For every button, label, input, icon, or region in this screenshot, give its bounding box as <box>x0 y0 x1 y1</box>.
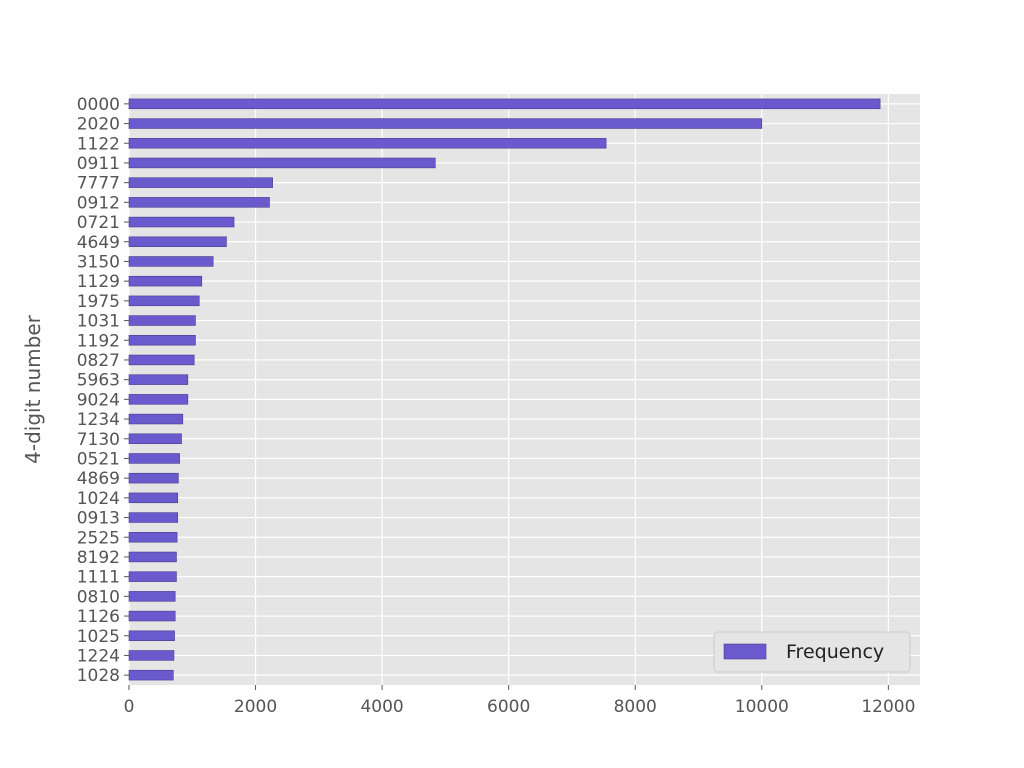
bar-4649 <box>128 236 227 247</box>
bar-1024 <box>128 492 179 504</box>
bar-9024 <box>128 394 189 405</box>
bar-5963 <box>128 374 189 385</box>
y-tick-label: 0911 <box>77 154 120 174</box>
bar-1126 <box>128 610 176 622</box>
legend-box <box>713 631 911 673</box>
y-tick-label: 0913 <box>77 509 120 529</box>
bar-1031 <box>128 315 196 326</box>
bar-8192 <box>128 551 177 563</box>
bar-2020 <box>128 118 763 129</box>
bar-1192 <box>128 335 196 346</box>
x-tick-label: 10000 <box>735 697 789 717</box>
bar-7130 <box>128 433 182 444</box>
y-tick-label: 0521 <box>77 449 120 469</box>
bar-2525 <box>128 532 178 543</box>
bar-0827 <box>128 354 195 366</box>
x-tick-label: 12000 <box>861 697 915 717</box>
y-tick-label: 1192 <box>77 331 120 351</box>
x-tick-label: 2000 <box>234 697 277 717</box>
bar-1234 <box>128 413 184 425</box>
y-tick-label: 8192 <box>77 548 120 568</box>
y-tick-label: 7777 <box>77 174 120 194</box>
bar-0721 <box>128 216 235 228</box>
plot-area <box>129 94 920 685</box>
bar-0000 <box>128 98 881 110</box>
y-tick-label: 0000 <box>77 95 120 115</box>
bar-1025 <box>128 630 175 641</box>
y-tick-label: 1129 <box>77 272 120 292</box>
bar-1224 <box>128 650 175 661</box>
y-tick-label: 1025 <box>77 627 120 647</box>
y-tick-label: 5963 <box>77 371 120 391</box>
legend-label: Frequency <box>786 641 884 663</box>
x-tick-label: 6000 <box>487 697 530 717</box>
bar-1975 <box>128 295 200 307</box>
bar-1111 <box>128 571 177 582</box>
y-tick-label: 0721 <box>77 213 120 233</box>
y-tick-label: 9024 <box>77 390 120 410</box>
y-tick-label: 1234 <box>77 410 120 430</box>
bar-0521 <box>128 453 180 464</box>
x-tick-label: 4000 <box>360 697 403 717</box>
y-tick-label: 2020 <box>77 115 120 135</box>
bar-7777 <box>128 177 273 188</box>
y-tick-label: 1975 <box>77 292 120 312</box>
y-axis-label: 4-digit number <box>21 314 45 463</box>
y-tick-label: 1126 <box>77 607 120 627</box>
bar-0810 <box>128 591 176 602</box>
y-tick-label: 3150 <box>77 252 120 272</box>
y-tick-label: 0912 <box>77 193 120 213</box>
x-tick-label: 0 <box>124 697 135 717</box>
y-tick-label: 2525 <box>77 528 120 548</box>
bar-3150 <box>128 256 214 267</box>
y-tick-label: 0827 <box>77 351 120 371</box>
y-tick-label: 1111 <box>77 568 120 588</box>
y-tick-label: 0810 <box>77 587 120 607</box>
y-tick-label: 4649 <box>77 233 120 253</box>
x-tick-label: 8000 <box>614 697 657 717</box>
y-tick-label: 1024 <box>77 489 120 509</box>
bar-1122 <box>128 138 607 149</box>
bar-1028 <box>128 669 174 681</box>
y-tick-label: 1028 <box>77 666 120 686</box>
y-tick-label: 1224 <box>77 646 120 666</box>
legend-swatch <box>723 643 767 660</box>
bar-0913 <box>128 512 179 523</box>
y-tick-label: 4869 <box>77 469 120 489</box>
bar-4869 <box>128 472 179 484</box>
bar-1129 <box>128 275 203 287</box>
y-tick-label: 1031 <box>77 312 120 332</box>
bar-0912 <box>128 197 270 208</box>
y-tick-label: 1122 <box>77 134 120 154</box>
y-tick-label: 7130 <box>77 430 120 450</box>
bar-0911 <box>128 157 436 169</box>
